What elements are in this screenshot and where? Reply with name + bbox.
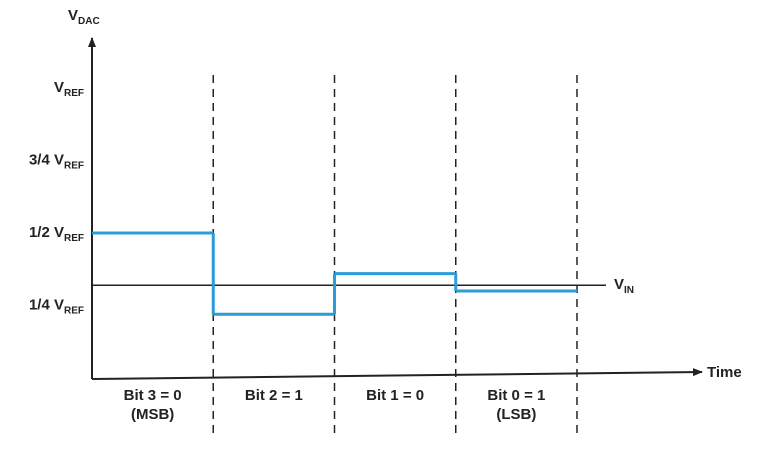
y-tick-label-main: 1/2 V [29, 224, 64, 241]
y-tick-label: 1/2 VREF [29, 224, 84, 244]
x-tick-label: Bit 0 = 1 [487, 387, 545, 404]
x-tick-note: (MSB) [131, 406, 174, 423]
y-tick-label-main: 3/4 V [29, 151, 64, 168]
x-tick-label: Bit 3 = 0 [124, 387, 182, 404]
reference-label: VIN [614, 276, 634, 296]
x-tick-label: Bit 2 = 1 [245, 387, 303, 404]
y-tick-label: VREF [54, 79, 84, 99]
y-tick-label: 3/4 VREF [29, 151, 84, 171]
y-tick-label-main: 1/4 V [29, 296, 64, 313]
y-axis-label-sub: DAC [78, 16, 100, 27]
y-tick-label-main: V [54, 79, 64, 96]
y-tick-label-sub: REF [64, 88, 84, 99]
y-tick-label-sub: REF [64, 160, 84, 171]
y-tick-label: 1/4 VREF [29, 296, 84, 316]
reference-label-sub: IN [624, 285, 634, 296]
x-axis [91, 368, 703, 380]
y-tick-label-sub: REF [64, 305, 84, 316]
x-axis-label: Time [707, 364, 742, 381]
y-axis-label-main: V [68, 7, 78, 24]
x-tick-note: (LSB) [496, 406, 536, 423]
reference-label-main: V [614, 276, 624, 293]
x-tick-label: Bit 1 = 0 [366, 387, 424, 404]
y-axis-label: VDAC [68, 7, 100, 27]
y-tick-label-sub: REF [64, 233, 84, 244]
